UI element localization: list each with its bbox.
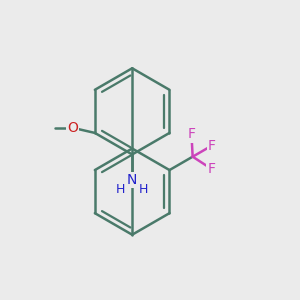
Text: H: H — [139, 183, 148, 196]
Text: N: N — [127, 173, 137, 187]
Text: H: H — [116, 183, 126, 196]
Text: F: F — [208, 139, 216, 152]
Text: O: O — [67, 122, 78, 136]
Text: F: F — [207, 162, 215, 176]
Text: F: F — [188, 128, 196, 141]
